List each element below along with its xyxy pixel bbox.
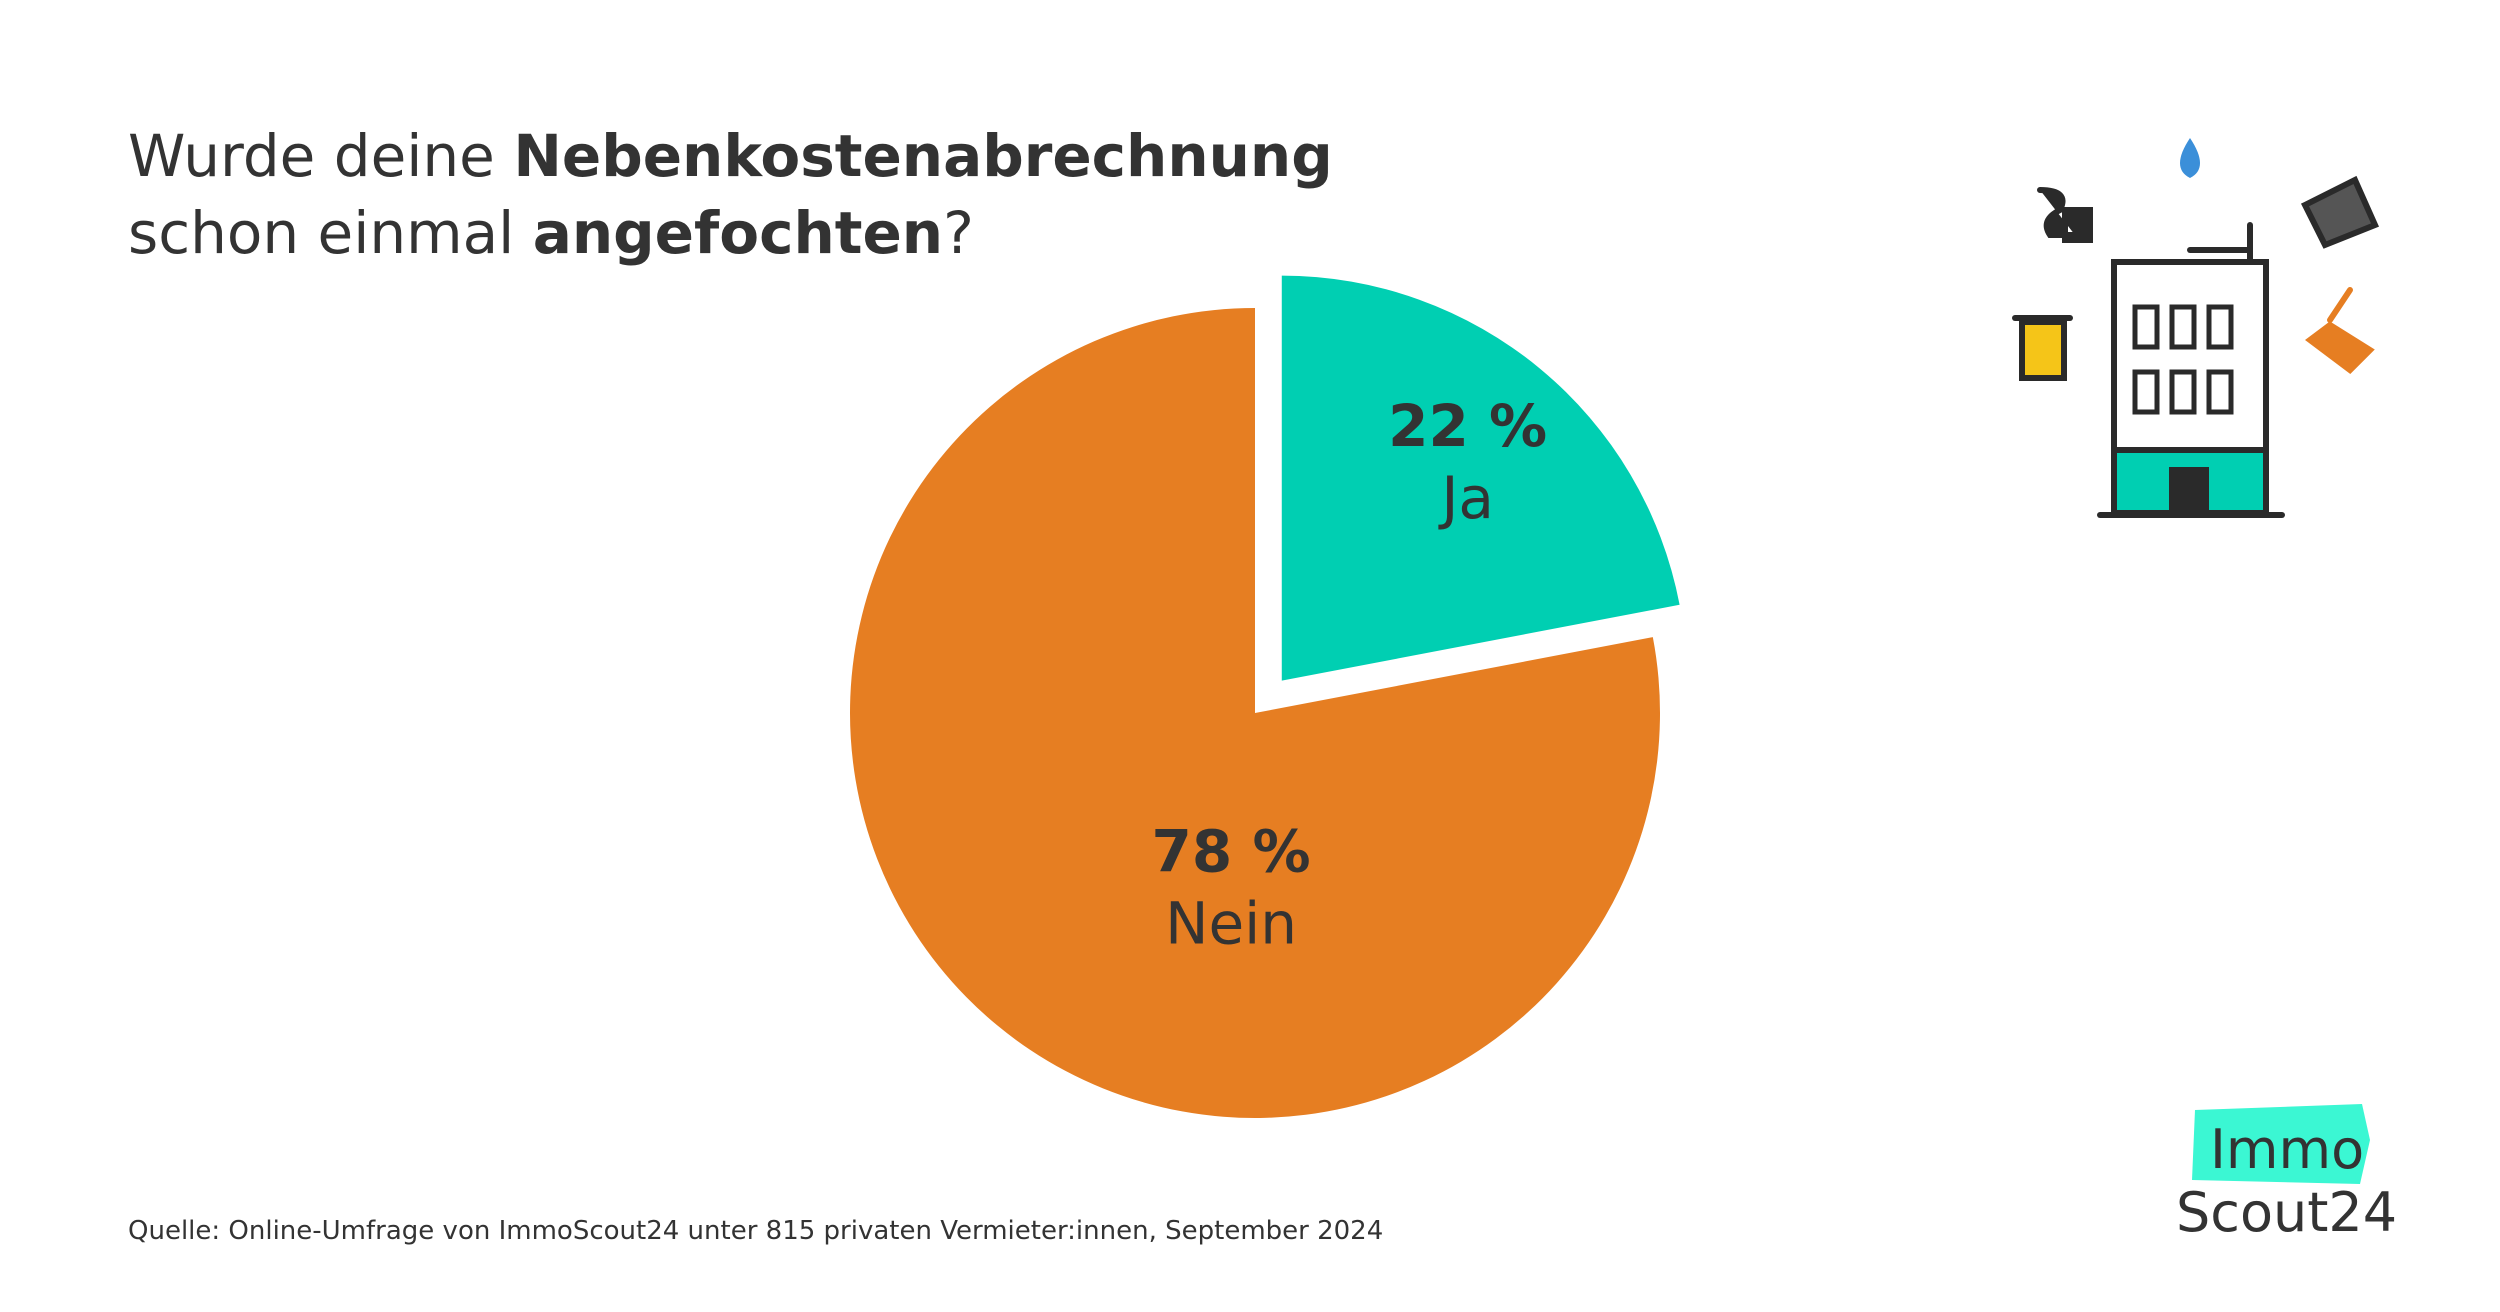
logo-text: Immo: [2210, 1118, 2364, 1181]
chart-title: Wurde deine Nebenkostenabrechnung schon e…: [128, 122, 1333, 267]
logo-background: [2192, 1104, 2370, 1184]
category-label: Nein: [1165, 889, 1297, 957]
pie: 22 %Ja 78 %Nein: [849, 275, 1680, 1119]
value-label: 78 %: [1152, 817, 1311, 885]
value-label: 22 %: [1388, 392, 1547, 460]
title-line: Wurde deine Nebenkostenabrechnung: [128, 122, 1333, 190]
pie-slice: [849, 308, 1660, 1119]
category-label: Ja: [1438, 464, 1494, 532]
pie-slice: [1281, 275, 1680, 681]
title-segment: schon einmal: [128, 199, 533, 267]
title-segment: Nebenkostenabrechnung: [513, 122, 1332, 190]
building-illustration: [2012, 138, 2380, 518]
title-line: schon einmal angefochten?: [128, 199, 974, 267]
source-note: Quelle: Online-Umfrage von ImmoScout24 u…: [128, 1216, 1383, 1246]
title-segment: angefochten: [533, 199, 943, 267]
title-segment: ?: [943, 199, 974, 267]
title-segment: Wurde deine: [128, 122, 513, 190]
logo-text: Scout24: [2176, 1181, 2397, 1244]
